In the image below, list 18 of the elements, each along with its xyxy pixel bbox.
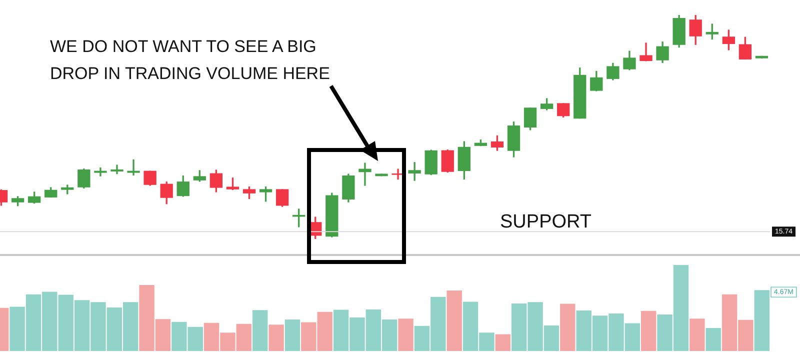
- bar: [560, 304, 576, 351]
- annotation: WE DO NOT WANT TO SEE A BIG DROP IN TRADING VOLUME HERE: [50, 36, 331, 85]
- bar: [268, 324, 284, 351]
- bar: [640, 310, 656, 351]
- bar: [398, 318, 414, 351]
- candlestick: [392, 168, 404, 180]
- candlestick: [94, 167, 107, 176]
- candlestick: [408, 162, 421, 181]
- bar: [495, 334, 511, 351]
- candlestick: [358, 162, 372, 186]
- bar: [252, 310, 268, 351]
- bar: [690, 318, 705, 351]
- bar: [706, 328, 721, 351]
- candlestick: [127, 159, 140, 176]
- candlestick: [110, 164, 124, 174]
- ref-line-label: SUPPORT: [500, 212, 592, 233]
- bar: [284, 320, 300, 351]
- bar: [446, 290, 462, 351]
